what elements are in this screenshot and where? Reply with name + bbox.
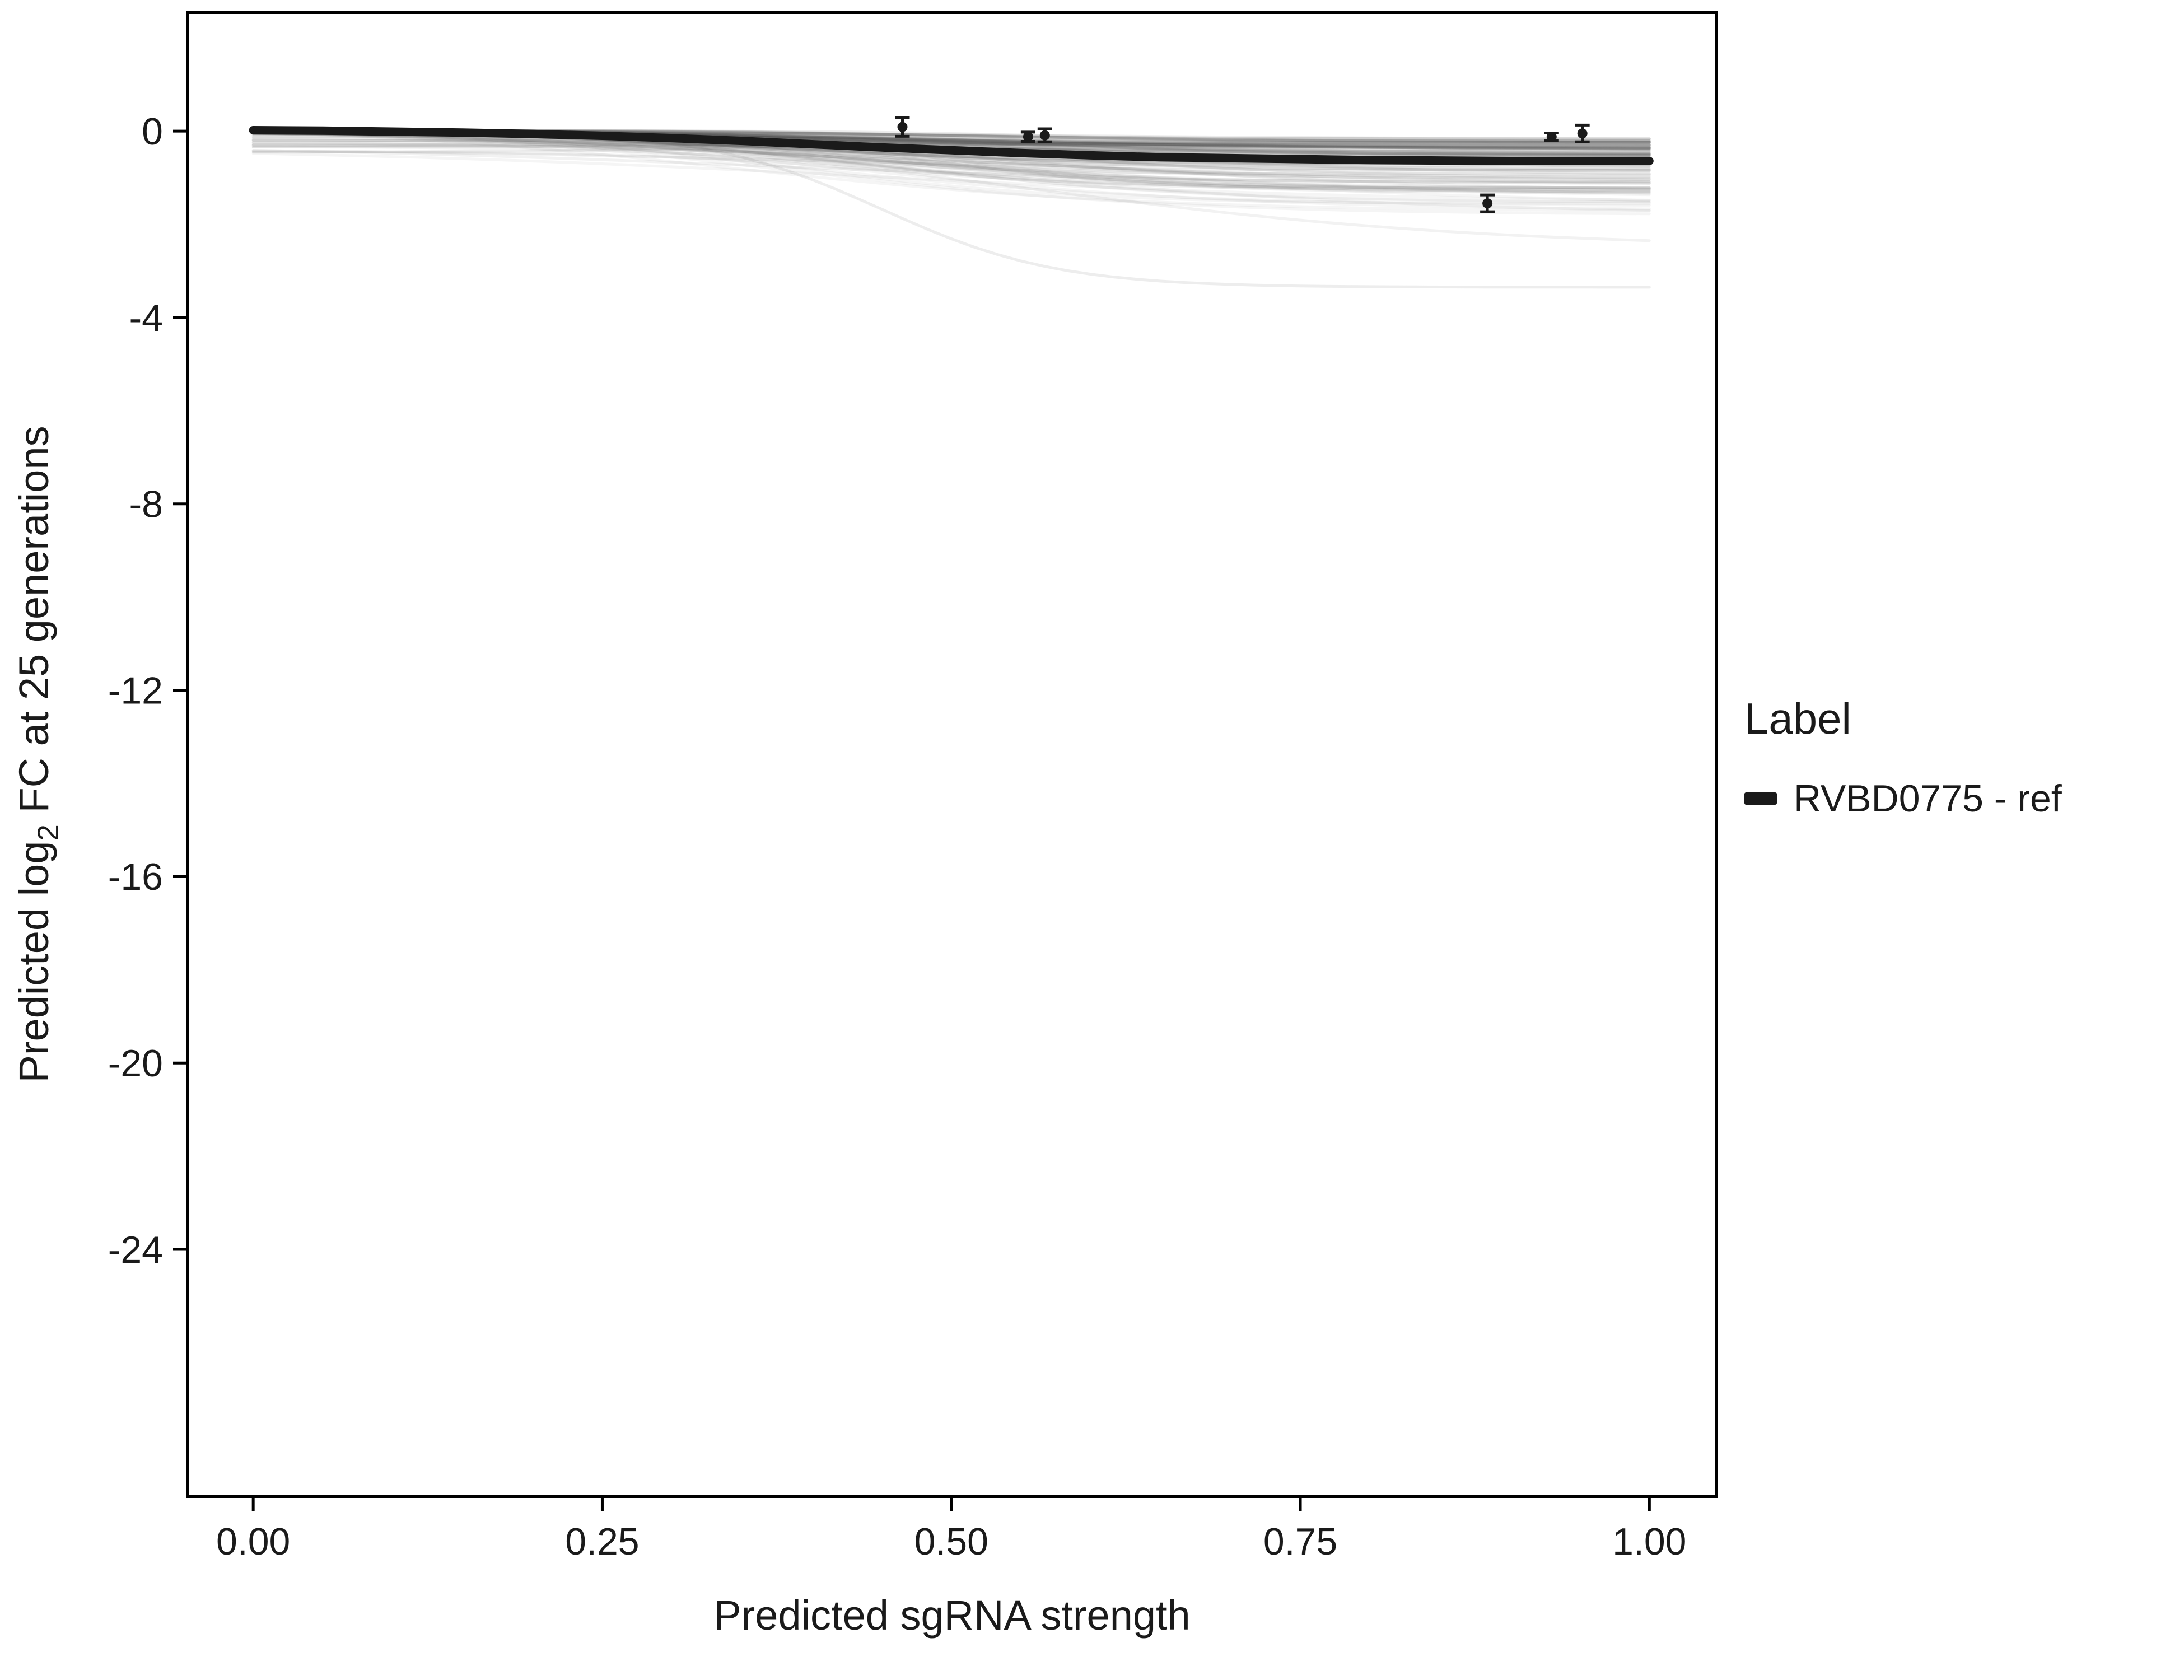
legend-item-label: RVBD0775 - ref <box>1794 777 2062 820</box>
sample-curve <box>251 129 1651 216</box>
sample-curve <box>251 149 1651 185</box>
x-axis-title: Predicted sgRNA strength <box>713 1592 1190 1639</box>
sample-curve <box>251 132 1651 189</box>
sample-curve <box>251 132 1651 192</box>
x-tick-label: 1.00 <box>1612 1520 1686 1563</box>
sample-curve <box>251 141 1651 185</box>
sample-curve <box>251 145 1651 176</box>
sample-curve <box>251 141 1651 148</box>
sample-curve <box>251 132 1651 181</box>
data-point <box>897 122 908 132</box>
sample-curve <box>251 143 1651 183</box>
reference-line <box>249 126 1654 165</box>
y-tick-label: -24 <box>108 1229 163 1271</box>
sample-curve <box>251 143 1651 147</box>
x-tick-label: 0.50 <box>914 1520 988 1563</box>
sample-curve <box>251 141 1651 154</box>
sample-curve-outlier <box>251 129 1651 242</box>
sample-curve <box>251 130 1651 212</box>
sample-curve <box>251 130 1651 181</box>
sample-curve <box>251 130 1651 195</box>
sample-curve <box>251 149 1651 171</box>
reference-curve <box>249 126 1654 165</box>
y-tick-label: 0 <box>142 110 163 153</box>
data-point <box>1039 130 1050 141</box>
sample-curve <box>251 138 1651 193</box>
sample-curve <box>251 128 1651 207</box>
data-point <box>1482 198 1493 209</box>
data-point <box>1546 132 1557 142</box>
legend-key-line-icon <box>1744 792 1777 805</box>
y-tick-label: -20 <box>108 1042 163 1085</box>
x-tick-label: 0.25 <box>565 1520 639 1563</box>
y-tick-label: -8 <box>129 483 163 526</box>
y-axis: 0 -4 -8 -12 -16 -20 -24 <box>108 110 188 1271</box>
sample-curve <box>251 139 1651 143</box>
data-point <box>1023 132 1033 142</box>
y-tick-label: -4 <box>129 297 163 339</box>
sample-curve <box>251 150 1651 189</box>
legend: Label RVBD0775 - ref <box>1744 693 2062 820</box>
data-point <box>1577 128 1588 139</box>
sample-curve <box>251 131 1651 202</box>
x-axis: 0.00 0.25 0.50 0.75 1.00 <box>216 1496 1687 1563</box>
y-tick-label: -16 <box>108 856 163 898</box>
sample-curve <box>251 138 1651 167</box>
x-tick-label: 0.00 <box>216 1520 290 1563</box>
sample-curve <box>251 152 1651 202</box>
y-tick-label: -12 <box>108 669 163 712</box>
y-axis-title: Predicted log2 FC at 25 generations <box>11 426 65 1082</box>
legend-title: Label <box>1744 694 1851 743</box>
legend-item: RVBD0775 - ref <box>1744 777 2062 820</box>
data-points <box>895 116 1590 213</box>
sample-curve <box>251 130 1651 206</box>
x-tick-label: 0.75 <box>1263 1520 1337 1563</box>
sample-curve <box>251 132 1651 211</box>
sample-curve <box>251 130 1651 212</box>
